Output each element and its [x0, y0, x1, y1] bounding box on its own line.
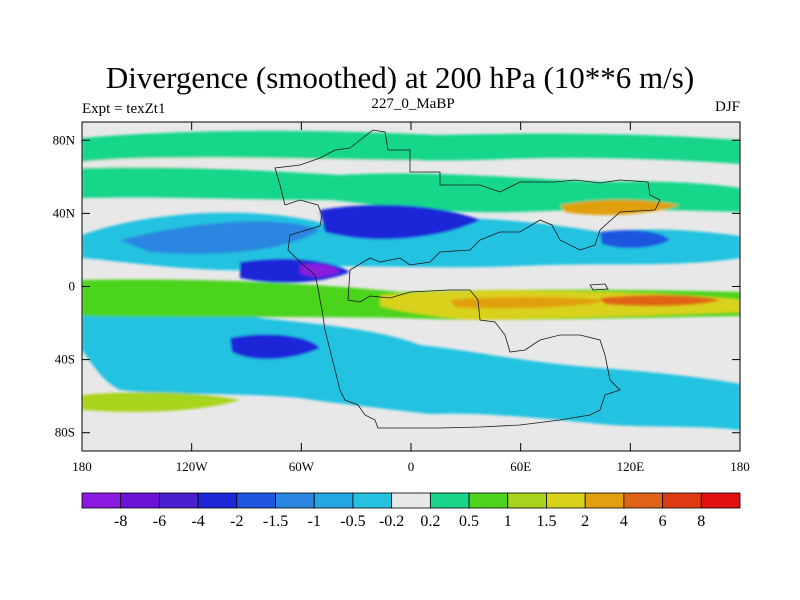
y-tick-label: 80S: [55, 425, 75, 440]
season-label: DJF: [714, 99, 740, 115]
colorbar-label: 1.5: [536, 513, 556, 530]
y-tick-label: 40S: [55, 352, 75, 367]
colorbar-label: 2: [581, 513, 589, 530]
divergence-arctic: [82, 130, 740, 164]
colorbar-swatch: [429, 492, 470, 509]
colorbar-swatch: [623, 492, 663, 509]
colorbar-label: 6: [659, 513, 667, 530]
colorbar-label: -4: [191, 513, 204, 530]
convergence-core: [120, 221, 320, 254]
x-tick-label: 60E: [510, 459, 531, 474]
colorbar-swatch: [197, 492, 238, 509]
divergence-southern-ocean: [82, 392, 240, 412]
convergence-core-atlantic: [320, 204, 480, 240]
colorbar: -8 -6 -4 -2 -1.5 -1 -0.5 -0.2 0.2 0.5 1 1.5 2 4 6 8: [81, 492, 741, 530]
colorbar-swatch: [662, 492, 702, 509]
colorbar-label: -0.5: [340, 513, 365, 530]
colorbar-swatch: [700, 492, 741, 509]
convergence-core-south-pacific: [230, 334, 320, 360]
divergence-max-equatorial: [450, 296, 610, 309]
colorbar-label: 8: [697, 513, 705, 530]
y-tick-label: 0: [69, 279, 76, 294]
colorbar-swatch: [81, 492, 122, 509]
x-tick-label: 180: [730, 459, 750, 474]
colorbar-label: -8: [114, 513, 127, 530]
colorbar-swatch: [275, 492, 315, 509]
map-axes: 180 120W 60W 0 60E 120E 180 80N 40N 0 40S 80S: [53, 122, 750, 474]
colorbar-swatch: [584, 492, 625, 509]
colorbar-label: -6: [153, 513, 166, 530]
colorbar-swatch: [391, 492, 431, 509]
colorbar-label: -1.5: [263, 513, 288, 530]
colorbar-label: -2: [230, 513, 243, 530]
colorbar-label: 0.2: [420, 513, 440, 530]
colorbar-swatch: [159, 492, 199, 509]
continent-outline: [274, 129, 661, 429]
colorbar-label: -1: [308, 513, 321, 530]
x-tick-label: 120E: [617, 459, 645, 474]
colorbar-swatch: [352, 492, 393, 509]
divergence-field: [82, 122, 740, 451]
colorbar-swatch: [313, 492, 354, 509]
experiment-label: Expt = texZt1: [82, 101, 166, 117]
divergence-max-west-pacific: [600, 295, 720, 307]
divergence-band-north: [82, 167, 740, 213]
island-outline: [589, 283, 609, 291]
x-tick-label: 120W: [176, 459, 209, 474]
convergence-extreme: [300, 263, 340, 277]
colorbar-swatch: [120, 492, 160, 509]
colorbar-swatch: [236, 492, 276, 509]
x-tick-label: 0: [408, 459, 415, 474]
x-tick-label: 180: [72, 459, 92, 474]
colorbar-label: 0.5: [459, 513, 479, 530]
chart-title: Divergence (smoothed) at 200 hPa (10**6 …: [105, 60, 695, 95]
y-tick-label: 40N: [53, 205, 76, 220]
colorbar-swatch: [468, 492, 509, 509]
colorbar-swatch: [546, 492, 586, 509]
y-tick-label: 80N: [53, 132, 76, 147]
colorbar-label: -0.2: [379, 513, 404, 530]
x-tick-label: 60W: [289, 459, 315, 474]
colorbar-swatch: [507, 492, 547, 509]
convergence-core-asia: [600, 230, 670, 249]
period-label: 227_0_MaBP: [371, 96, 455, 112]
colorbar-label: 1: [504, 513, 512, 530]
colorbar-label: 4: [620, 513, 628, 530]
divergence-max-asia: [560, 199, 680, 216]
